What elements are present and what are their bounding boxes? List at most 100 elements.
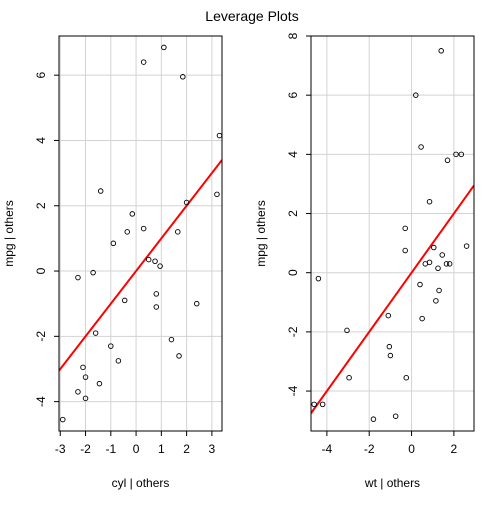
data-point [370, 416, 377, 422]
data-point [157, 263, 163, 269]
data-point [426, 198, 433, 205]
data-point [176, 353, 182, 359]
x-tick-label: -4 [322, 442, 333, 456]
data-point [346, 374, 352, 381]
data-point [183, 199, 190, 206]
data-point [214, 191, 220, 198]
y-tick-label: 6 [286, 92, 300, 99]
data-point [438, 48, 444, 54]
data-point [80, 364, 86, 371]
data-point [443, 261, 450, 267]
data-point [145, 256, 152, 263]
data-point [82, 395, 89, 402]
data-point [402, 225, 408, 232]
data-point [458, 151, 465, 158]
x-tick-label: 3 [209, 442, 216, 456]
data-point [385, 312, 392, 319]
data-point [216, 132, 223, 139]
x-tick-label: 2 [183, 442, 190, 456]
x-axis-label: wt | others [364, 476, 420, 490]
x-tick-label: -2 [80, 442, 91, 456]
data-point [140, 225, 147, 232]
y-axis-label: mpg | others [2, 200, 16, 266]
data-point [140, 59, 147, 65]
data-point [315, 275, 322, 282]
y-tick-label: 2 [286, 210, 300, 217]
data-point [431, 244, 437, 251]
y-tick-label: 4 [286, 151, 300, 158]
data-point [75, 389, 81, 395]
data-point [121, 297, 128, 304]
data-point [193, 300, 200, 307]
data-point [418, 144, 424, 150]
data-point [319, 401, 326, 408]
regression-line [59, 159, 222, 372]
data-point [446, 261, 453, 267]
data-point [403, 374, 410, 381]
data-point [392, 413, 399, 419]
plot-frame [58, 35, 223, 432]
data-point [413, 92, 419, 98]
data-point [435, 265, 441, 272]
data-point [92, 330, 99, 336]
data-point [439, 252, 445, 258]
data-point [436, 287, 442, 294]
data-point [108, 343, 114, 349]
y-tick-label: 8 [286, 32, 300, 39]
x-tick-label: -2 [364, 442, 375, 456]
data-point [386, 343, 393, 350]
data-point [463, 243, 470, 249]
data-point [344, 327, 350, 334]
x-tick-label: 1 [158, 442, 165, 456]
data-point [417, 281, 423, 288]
y-tick-label: -2 [34, 331, 48, 342]
data-point [419, 315, 425, 322]
y-tick-label: 0 [286, 269, 300, 276]
x-tick-label: -3 [55, 442, 66, 456]
data-point [75, 274, 81, 281]
left-leverage-plot: -3 -2 -1 0 1 2 3 -4 -2 0 2 4 6 cyl | others mpg | othe… [2, 35, 223, 490]
data-point [60, 416, 66, 423]
regression-line [311, 184, 474, 414]
right-leverage-plot: -4 -2 0 2 -4 -2 0 2 4 6 8 wt | others mpg | others [254, 32, 475, 490]
plot-frame [310, 35, 475, 432]
x-tick-label: 0 [408, 442, 415, 456]
data-point [110, 240, 117, 247]
x-tick-label: -1 [105, 442, 116, 456]
data-point [153, 291, 160, 297]
data-point [153, 304, 160, 310]
figure-title: Leverage Plots [205, 8, 298, 24]
x-tick-label: 2 [451, 442, 458, 456]
data-point [124, 229, 130, 235]
y-tick-label: -4 [286, 385, 300, 396]
y-tick-label: -2 [286, 326, 300, 337]
y-axis-label: mpg | others [254, 200, 268, 266]
y-tick-label: 2 [34, 202, 48, 209]
data-point [96, 380, 103, 387]
data-point [180, 74, 186, 80]
x-axis-label: cyl | others [112, 476, 170, 490]
y-tick-label: -4 [34, 396, 48, 407]
data-point [175, 229, 181, 235]
data-point [426, 259, 433, 266]
y-tick-label: 4 [34, 137, 48, 144]
y-tick-label: 0 [34, 267, 48, 274]
data-point [90, 269, 96, 276]
data-point [387, 352, 394, 359]
data-point [433, 298, 439, 304]
data-point [453, 151, 459, 158]
data-point [161, 44, 167, 51]
data-point [402, 247, 408, 254]
data-point [311, 401, 317, 408]
data-point [152, 258, 158, 264]
data-point [115, 358, 122, 364]
data-point [129, 211, 136, 217]
data-point [82, 374, 89, 380]
data-point [444, 157, 451, 164]
data-point [97, 188, 104, 194]
y-tick-label: 6 [34, 72, 48, 79]
x-tick-label: 0 [133, 442, 140, 456]
data-point [168, 336, 175, 343]
